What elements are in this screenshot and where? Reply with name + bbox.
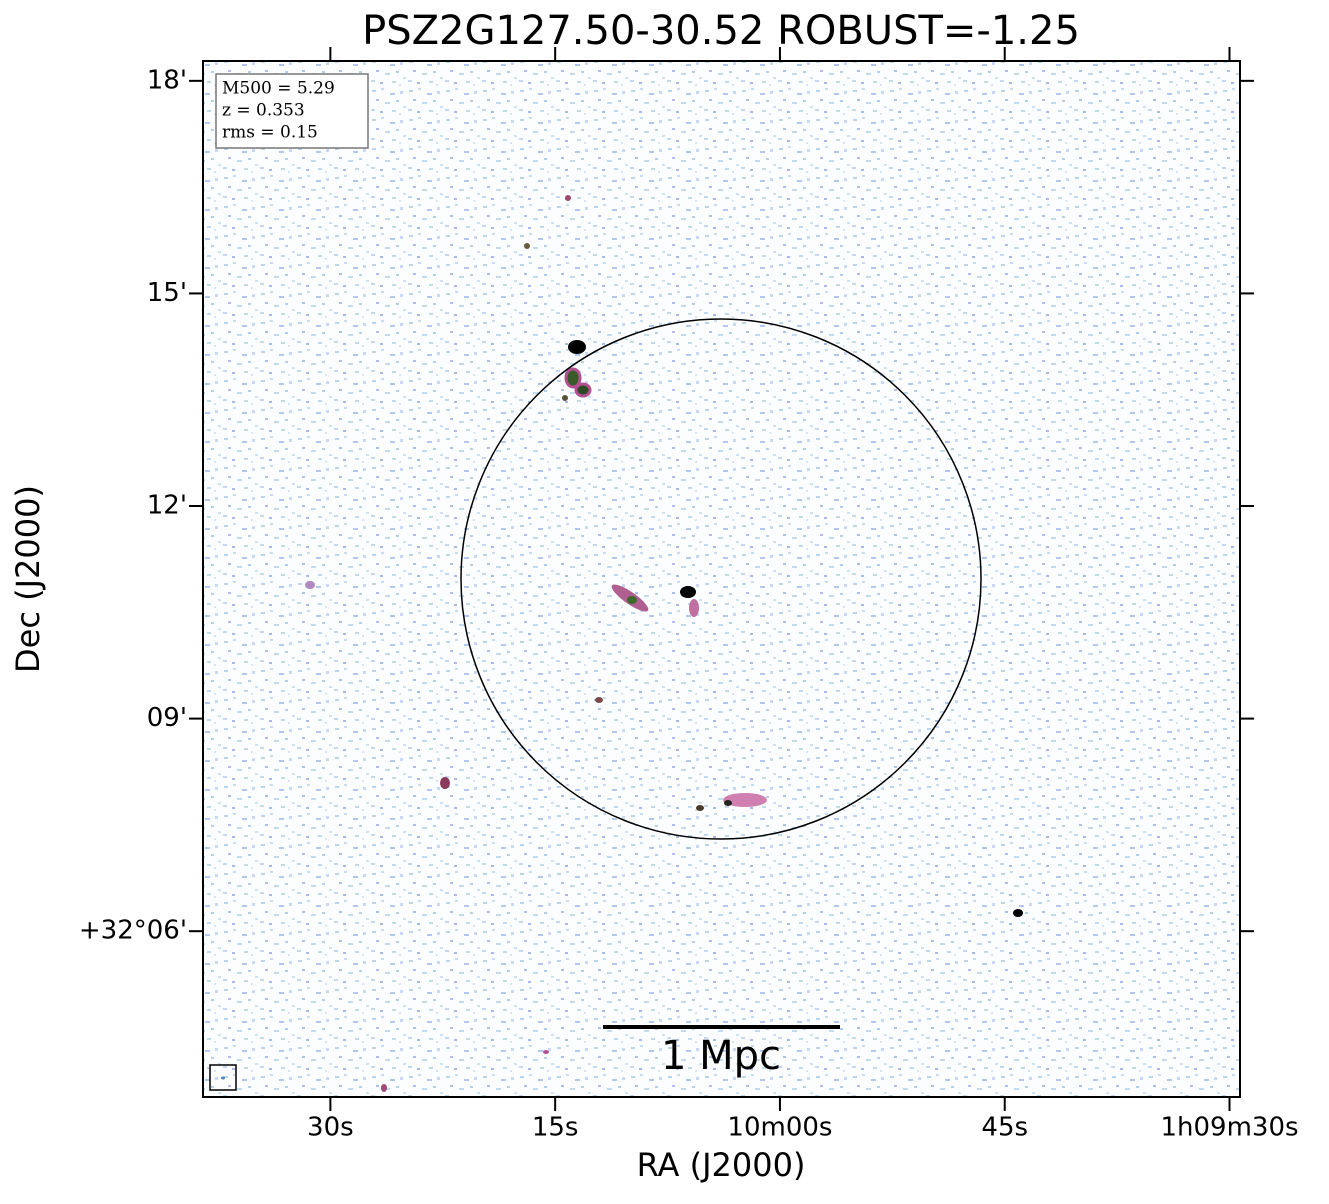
source	[381, 1084, 387, 1092]
source	[724, 800, 732, 806]
sky-image	[203, 61, 1240, 1097]
info-box	[215, 73, 369, 149]
y-tick-label: 09'	[147, 703, 187, 733]
chart-title: PSZ2G127.50-30.52 ROBUST=-1.25	[362, 8, 1080, 54]
source	[564, 367, 582, 389]
source	[574, 382, 592, 398]
scale-bar-label: 1 Mpc	[661, 1033, 781, 1079]
y-tick-label: +32°06'	[79, 916, 187, 946]
beam	[221, 1076, 225, 1080]
source	[595, 697, 603, 703]
frame	[202, 60, 1241, 1098]
x-tick-label: 45s	[981, 1113, 1028, 1143]
x-tick-label: 1h09m30s	[1160, 1113, 1298, 1143]
source	[689, 599, 699, 617]
y-tick-label: 15'	[147, 278, 187, 308]
source	[1013, 909, 1023, 917]
source	[440, 777, 450, 789]
x-tick-label: 30s	[307, 1113, 354, 1143]
y-tick-label: 12'	[147, 491, 187, 521]
x-tick-label: 10m00s	[727, 1113, 832, 1143]
source	[680, 586, 696, 598]
x-tick-label: 15s	[532, 1113, 579, 1143]
source	[305, 581, 315, 589]
source	[696, 805, 704, 811]
x-axis-label: RA (J2000)	[637, 1146, 806, 1184]
source	[543, 1050, 549, 1054]
source	[627, 596, 637, 604]
info-text: z = 0.353	[222, 101, 305, 121]
info-text: M500 = 5.29	[222, 79, 335, 99]
beam-box	[209, 1064, 237, 1091]
source	[565, 195, 571, 201]
r500-circle	[460, 318, 982, 840]
info-text: rms = 0.15	[222, 123, 318, 143]
source	[723, 793, 767, 807]
source	[568, 340, 586, 354]
y-tick-label: 18'	[147, 65, 187, 95]
source	[524, 243, 530, 249]
sources	[305, 195, 1023, 1092]
source	[562, 395, 568, 401]
y-axis-label: Dec (J2000)	[9, 485, 47, 673]
